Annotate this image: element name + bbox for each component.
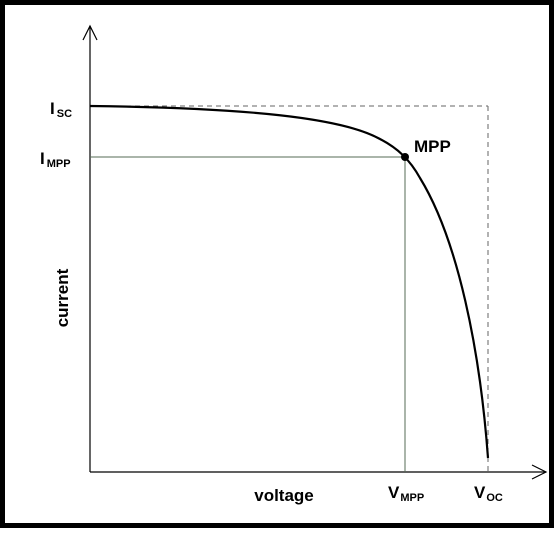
y-axis-arrow [82, 24, 98, 41]
label-part: SC [57, 108, 72, 120]
label-part: MPP [47, 158, 71, 170]
label-part: I [50, 99, 55, 118]
mpp-label: MPP [414, 137, 451, 156]
label-part: I [40, 149, 45, 168]
impp-label: I MPP [40, 149, 71, 170]
voc-label: VOC [474, 483, 503, 504]
mpp-point [401, 153, 409, 161]
vmpp-label: VMPP [388, 483, 424, 504]
label-part: OC [486, 492, 503, 504]
x-axis-label: voltage [254, 486, 314, 505]
isc-label: I SC [50, 99, 72, 120]
label-part: V [388, 483, 400, 502]
label-part: MPP [400, 492, 424, 504]
y-axis-label: current [53, 268, 72, 327]
x-axis-arrow [531, 464, 548, 480]
label-part: V [474, 483, 486, 502]
